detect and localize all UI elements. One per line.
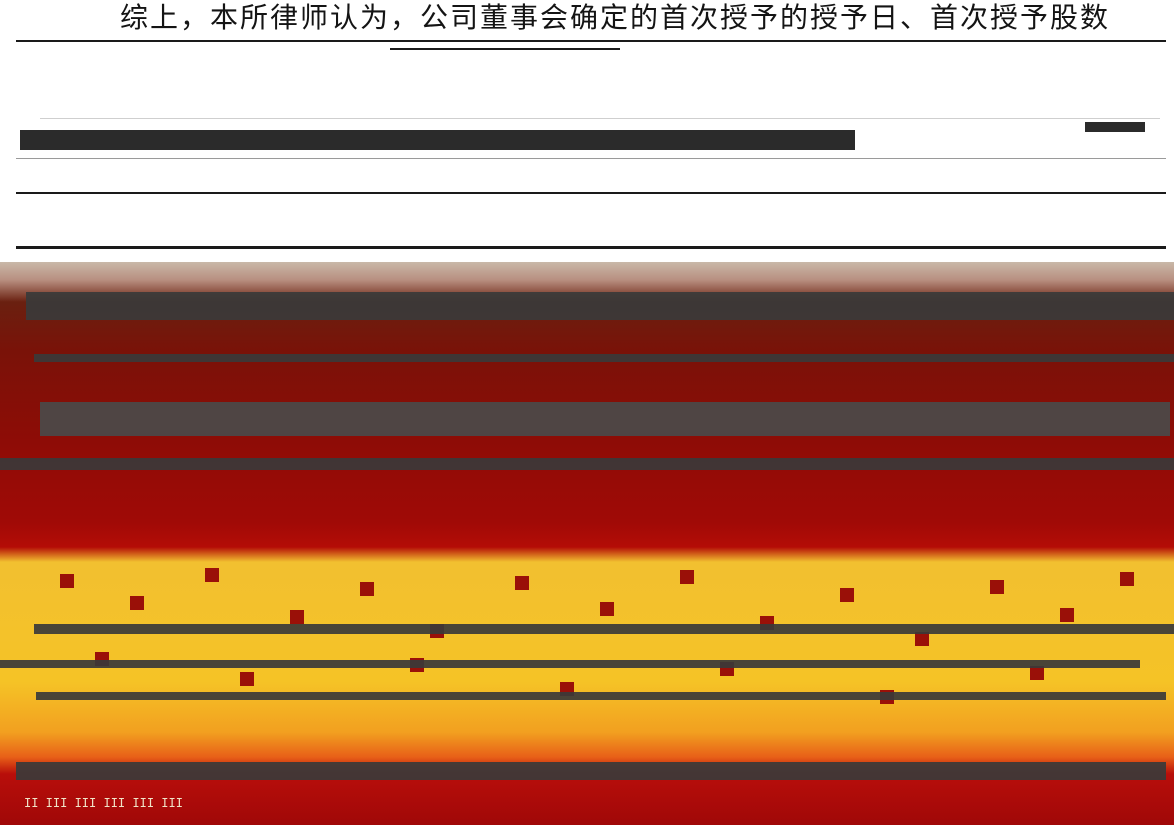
horizontal-rule bbox=[16, 192, 1166, 194]
dark-band bbox=[34, 354, 1174, 362]
horizontal-rule bbox=[390, 48, 620, 50]
dark-band bbox=[0, 458, 1174, 470]
document-text-line: 综上，本所律师认为，公司董事会确定的首次授予的授予日、首次授予股数 bbox=[120, 2, 1111, 34]
dark-band bbox=[40, 402, 1170, 436]
redaction-bar bbox=[20, 130, 855, 150]
noise-glyphs: II III III III III III bbox=[24, 796, 183, 810]
redaction-bar bbox=[1085, 122, 1145, 132]
dark-band bbox=[16, 762, 1166, 780]
horizontal-rule bbox=[16, 246, 1166, 249]
dark-band bbox=[26, 292, 1174, 320]
dark-band bbox=[36, 692, 1166, 700]
dark-band bbox=[34, 624, 1174, 634]
corrupted-image-region: II III III III III III bbox=[0, 262, 1174, 825]
horizontal-rule bbox=[16, 40, 1166, 42]
dark-band bbox=[0, 660, 1140, 668]
horizontal-rule bbox=[40, 118, 1160, 119]
horizontal-rule bbox=[16, 158, 1166, 159]
